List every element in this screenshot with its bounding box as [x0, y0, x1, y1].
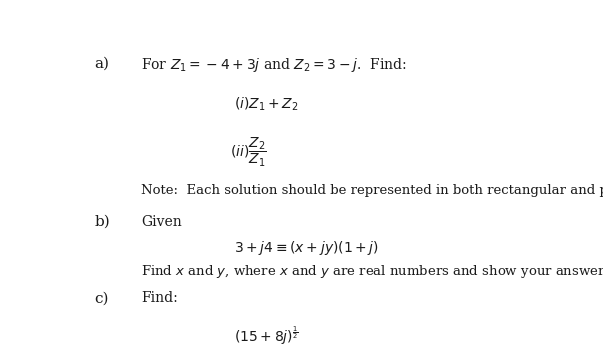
Text: $(15 + 8j)^{\frac{1}{2}}$: $(15 + 8j)^{\frac{1}{2}}$ [235, 324, 299, 347]
Text: For $Z_1 = -4 + 3j$ and $Z_2 = 3 - j$.  Find:: For $Z_1 = -4 + 3j$ and $Z_2 = 3 - j$. F… [141, 56, 406, 74]
Text: Given: Given [141, 215, 182, 229]
Text: c): c) [94, 292, 109, 306]
Text: a): a) [94, 56, 109, 71]
Text: $(i)Z_1 + Z_2$: $(i)Z_1 + Z_2$ [235, 95, 299, 113]
Text: $(ii)\dfrac{Z_2}{Z_1}$: $(ii)\dfrac{Z_2}{Z_1}$ [230, 135, 266, 169]
Text: Find $x$ and $y$, where $x$ and $y$ are real numbers and show your answer is cor: Find $x$ and $y$, where $x$ and $y$ are … [141, 263, 603, 280]
Text: Note:  Each solution should be represented in both rectangular and polar form: Note: Each solution should be represente… [141, 184, 603, 197]
Text: b): b) [94, 215, 110, 229]
Text: $3 + j4 \equiv (x + jy)(1 + j)$: $3 + j4 \equiv (x + jy)(1 + j)$ [235, 239, 379, 257]
Text: Find:: Find: [141, 292, 177, 306]
